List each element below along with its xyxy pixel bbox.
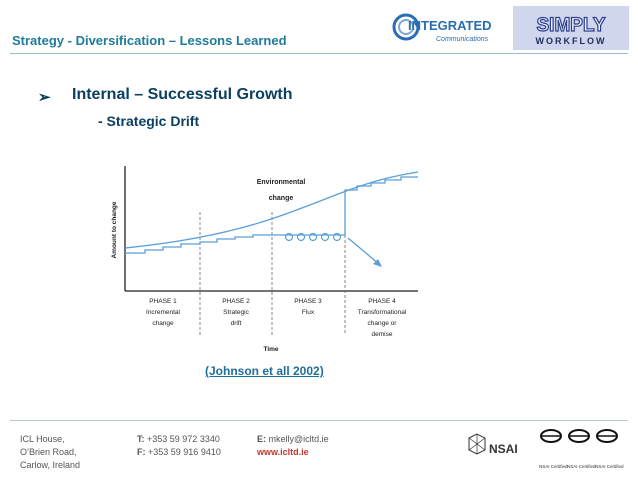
address-line-3: Carlow, Ireland (20, 460, 81, 470)
nsai-logo-text: NSAI (489, 442, 518, 456)
email-label: E: (257, 434, 266, 444)
phase-3-desc: Flux (302, 309, 315, 316)
phase-4-desc: Transformational (358, 309, 407, 316)
phase-4-title: PHASE 4 (368, 298, 396, 305)
logo-workflow-text: WORKFLOW (536, 36, 607, 46)
cert-label-2: NSAI Certified (567, 464, 596, 469)
email-link[interactable]: mkelly@icltd.ie (268, 434, 329, 444)
footer-divider (10, 420, 628, 421)
phone-label: T: (137, 434, 145, 444)
strategy-staircase-line (125, 176, 418, 254)
flux-loops (284, 232, 342, 242)
phase-1-desc-2: change (152, 320, 174, 327)
nsai-logo: NSAI (468, 433, 518, 456)
phase-4-desc-3: demise (372, 331, 393, 338)
integrated-communications-logo: INTEGRATED Communications (392, 13, 492, 43)
phase-4-desc-2: change or (368, 320, 398, 327)
header-divider (10, 53, 628, 54)
address-line-2: O’Brien Road, (20, 447, 77, 457)
cert-label-3: NSAI Certified (595, 464, 624, 469)
phone-number: +353 59 972 3340 (147, 434, 220, 444)
strategic-drift-diagram: Amount to change Environmental change PH… (111, 166, 419, 353)
environmental-change-label: Environmental (257, 179, 306, 186)
citation-text: (Johnson et all 2002) (205, 364, 324, 378)
footer-address: ICL House, O’Brien Road, Carlow, Ireland (20, 433, 80, 472)
diagram-x-axis-label: Time (263, 346, 278, 353)
phase-2-desc: Strategic (223, 309, 249, 316)
phase-3-title: PHASE 3 (294, 298, 322, 305)
demise-arrow (347, 237, 380, 265)
footer-phone-block: T: +353 59 972 3340 F: +353 59 916 9410 (137, 433, 221, 459)
phase-1-title: PHASE 1 (149, 298, 177, 305)
page-title: Strategy - Diversification – Lessons Lea… (12, 33, 287, 48)
phase-2-title: PHASE 2 (222, 298, 250, 305)
phase-2-desc-2: drift (231, 320, 242, 327)
environmental-change-curve (124, 171, 419, 249)
fax-label: F: (137, 447, 146, 457)
fax-number: +353 59 916 9410 (148, 447, 221, 457)
certification-logos: NSAI NSAI Certified NSAI Certified NSAI … (468, 429, 624, 469)
arrow-bullet-icon: ➢ (38, 89, 51, 106)
phase-1-desc: Incremental (146, 309, 181, 316)
logo-simply-text: SIMPLY (537, 15, 606, 36)
logo-integrated-subtext: Communications (436, 36, 489, 43)
address-line-1: ICL House, (20, 434, 65, 444)
demise-arrow-head (373, 259, 382, 267)
cert-mark-2: NSAI Certified (567, 429, 596, 469)
environmental-change-label-2: change (269, 195, 294, 202)
logo-integrated-text: INTEGRATED (408, 18, 492, 33)
website-link[interactable]: www.icltd.ie (257, 447, 309, 457)
sub-bullet-point: - Strategic Drift (98, 113, 200, 129)
main-bullet-point: Internal – Successful Growth (72, 86, 293, 103)
diagram-y-axis-label: Amount to change (111, 201, 118, 258)
cert-label-1: NSAI Certified (539, 464, 568, 469)
simply-workflow-logo: SIMPLY WORKFLOW (513, 6, 629, 50)
cert-mark-1: NSAI Certified (539, 429, 568, 469)
footer-contact-block: E: mkelly@icltd.ie www.icltd.ie (257, 433, 329, 459)
cert-mark-3: NSAI Certified (595, 429, 624, 469)
